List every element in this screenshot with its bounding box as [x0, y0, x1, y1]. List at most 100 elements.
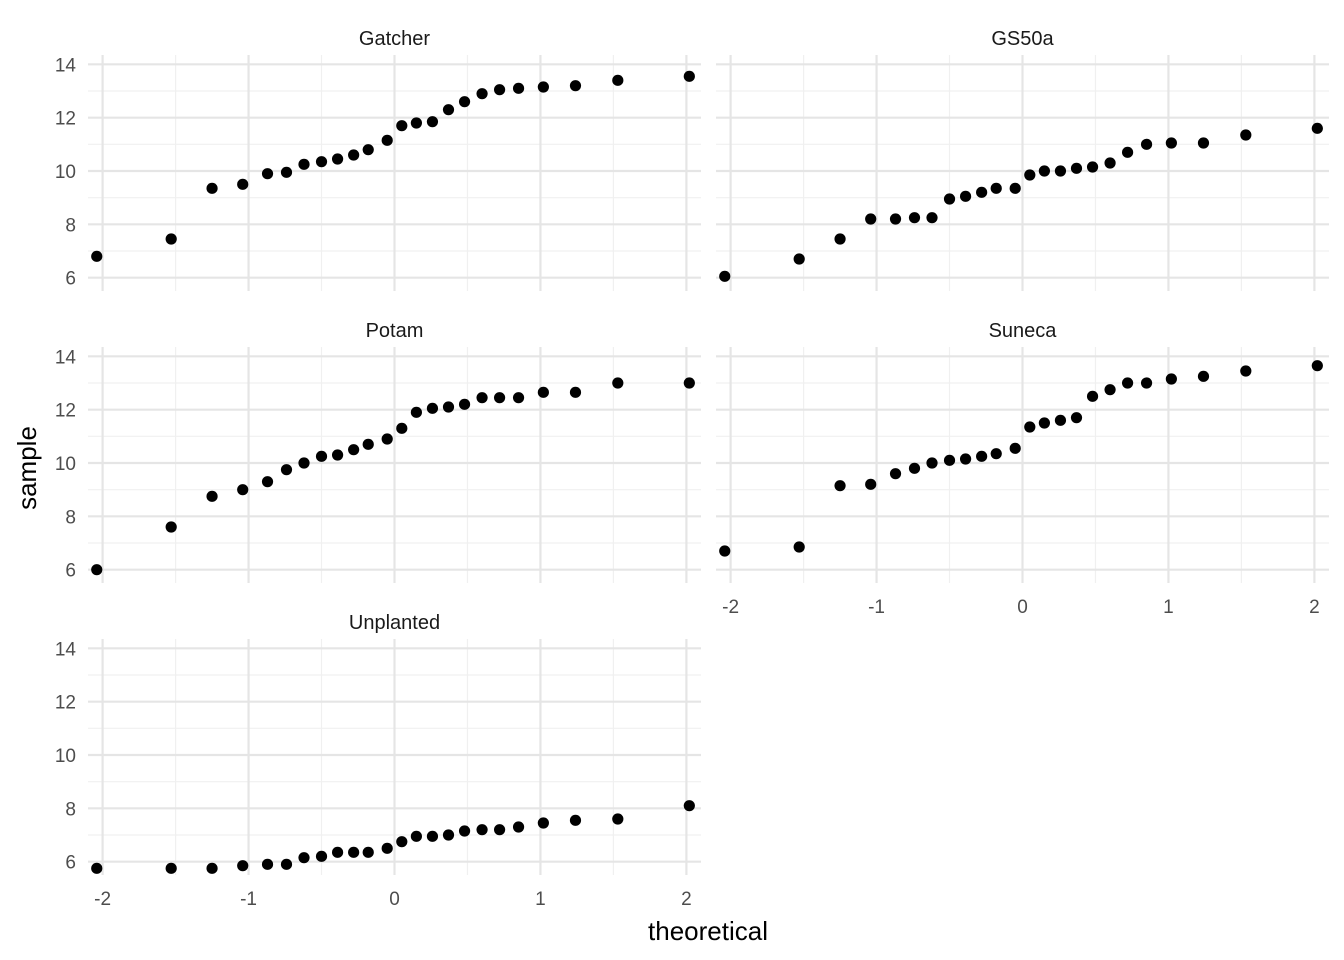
- y-tick-label: 6: [65, 853, 76, 874]
- data-point: [458, 398, 471, 410]
- data-point: [612, 377, 624, 389]
- data-point: [959, 190, 972, 202]
- data-point: [889, 468, 902, 480]
- data-point: [834, 480, 846, 492]
- data-point: [476, 824, 488, 836]
- x-tick-label: 1: [535, 889, 546, 910]
- data-point: [1104, 157, 1116, 169]
- data-point: [1197, 370, 1210, 382]
- data-point: [683, 70, 695, 82]
- data-point: [1038, 417, 1050, 429]
- data-point: [237, 484, 249, 496]
- data-point: [908, 212, 921, 224]
- x-tick-label: -2: [94, 889, 111, 910]
- data-point: [410, 117, 422, 129]
- data-point: [1038, 165, 1050, 177]
- data-point: [1165, 373, 1177, 385]
- data-point: [261, 476, 274, 488]
- data-point: [165, 521, 177, 533]
- data-point: [91, 862, 103, 874]
- data-point: [396, 836, 408, 848]
- data-point: [442, 104, 455, 116]
- data-point: [793, 541, 805, 553]
- data-point: [569, 814, 582, 826]
- data-point: [348, 444, 360, 456]
- data-point: [976, 450, 988, 462]
- data-point: [315, 156, 328, 168]
- data-point: [493, 84, 506, 96]
- data-point: [1311, 122, 1323, 134]
- data-point: [1165, 137, 1177, 149]
- data-point: [331, 449, 344, 461]
- x-tick-label: 1: [1163, 597, 1174, 618]
- data-point: [362, 846, 374, 858]
- data-point: [1197, 137, 1210, 149]
- data-point: [206, 182, 218, 194]
- data-point: [959, 453, 972, 465]
- data-point: [426, 830, 439, 842]
- data-point: [381, 842, 393, 854]
- data-point: [1070, 412, 1083, 424]
- data-point: [1121, 146, 1134, 158]
- data-point: [396, 422, 408, 434]
- data-point: [381, 433, 393, 445]
- data-point: [1054, 414, 1067, 426]
- data-point: [1240, 129, 1252, 141]
- data-point: [1140, 377, 1153, 389]
- data-point: [512, 821, 525, 833]
- data-point: [381, 134, 393, 146]
- data-point: [298, 158, 310, 170]
- panel-potam: Potam 6 8 10 12 14: [55, 320, 701, 583]
- data-point: [926, 212, 938, 224]
- facet-title: GS50a: [991, 28, 1054, 50]
- y-tick-label: 10: [55, 454, 76, 475]
- y-tick-label: 12: [55, 401, 76, 422]
- data-point: [442, 829, 455, 841]
- data-point: [280, 464, 293, 476]
- data-point: [426, 116, 439, 128]
- data-point: [865, 478, 877, 490]
- facet-title: Unplanted: [349, 612, 440, 634]
- panels-layer: Gatcher68101214GS50aPotam68101214Suneca-…: [55, 28, 1329, 910]
- data-point: [990, 182, 1002, 194]
- data-point: [943, 454, 956, 466]
- data-point: [569, 386, 582, 398]
- data-point: [719, 270, 731, 282]
- x-tick-label: 0: [1017, 597, 1028, 618]
- data-point: [237, 178, 249, 190]
- y-tick-label: 10: [55, 746, 76, 767]
- data-point: [1009, 442, 1021, 454]
- data-point: [1054, 165, 1067, 177]
- data-point: [1086, 161, 1099, 173]
- y-tick-label: 8: [65, 215, 76, 236]
- data-point: [1009, 182, 1021, 194]
- data-point: [280, 166, 293, 178]
- x-tick-label: 0: [389, 889, 400, 910]
- data-point: [362, 438, 374, 450]
- data-point: [331, 153, 344, 165]
- data-point: [298, 852, 310, 864]
- data-point: [908, 462, 921, 474]
- data-point: [410, 830, 422, 842]
- facet-title: Suneca: [989, 320, 1058, 342]
- facet-title: Potam: [366, 320, 424, 342]
- data-point: [537, 386, 549, 398]
- data-point: [834, 233, 846, 245]
- data-point: [943, 193, 956, 205]
- data-point: [1086, 390, 1099, 402]
- data-point: [1240, 365, 1252, 377]
- data-point: [165, 233, 177, 245]
- data-point: [1311, 360, 1323, 372]
- data-point: [537, 81, 549, 93]
- data-point: [298, 457, 310, 469]
- data-point: [237, 860, 249, 872]
- data-point: [165, 862, 177, 874]
- data-point: [396, 120, 408, 132]
- panel-gatcher: Gatcher 6 8 10 12 14: [55, 28, 701, 291]
- data-point: [612, 813, 624, 825]
- data-point: [206, 862, 218, 874]
- data-point: [537, 817, 549, 829]
